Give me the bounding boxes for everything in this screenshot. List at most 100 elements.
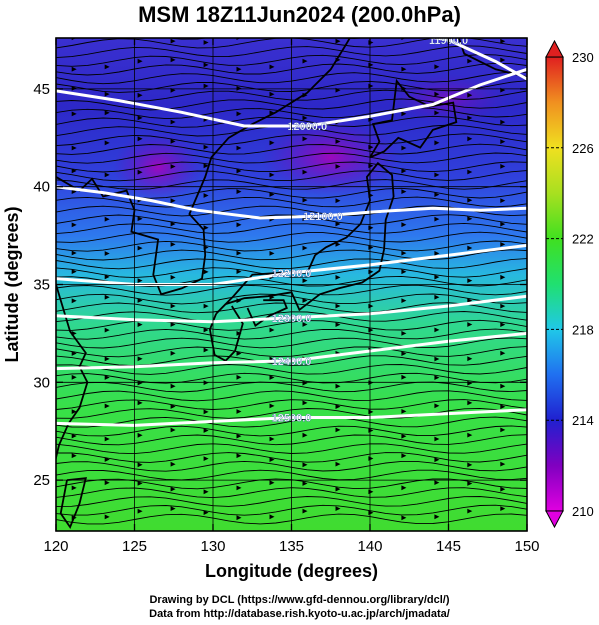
wind-arrow [467, 33, 472, 38]
wind-arrow [71, 485, 77, 491]
wind-arrow [203, 347, 209, 353]
chart-title: MSM 18Z11Jun2024 (200.0hPa) [138, 2, 461, 27]
wind-arrow [236, 515, 242, 521]
x-tick-label: 145 [436, 538, 461, 555]
wind-arrow [467, 508, 473, 514]
colorbar-max-arrow [545, 39, 564, 58]
wind-arrow [170, 38, 176, 44]
wind-arrow [467, 322, 473, 327]
wind-arrow [137, 432, 143, 438]
wind-arrow [401, 250, 407, 256]
wind-arrow [467, 462, 473, 468]
wind-arrow [434, 375, 440, 380]
wind-arrow [170, 275, 176, 280]
x-tick-label: 150 [514, 538, 539, 555]
wind-arrow [335, 38, 341, 44]
wind-arrow [170, 506, 176, 511]
wind-arrow [71, 433, 77, 439]
wind-arrow [401, 515, 407, 521]
wind-arrow [203, 225, 209, 231]
wind-arrow [71, 145, 77, 151]
wind-arrow [467, 92, 473, 98]
x-tick-label: 140 [357, 538, 382, 555]
wind-arrow [434, 216, 440, 222]
wind-arrow [236, 433, 242, 439]
wind-arrow [302, 462, 308, 468]
wind-arrow [236, 485, 242, 491]
wind-arrow [71, 250, 77, 256]
wind-arrow [269, 403, 275, 409]
wind-arrow [467, 278, 473, 283]
wind-arrow [467, 481, 473, 486]
wind-arrow [500, 242, 506, 247]
wind-arrow [500, 274, 506, 280]
wind-arrow [401, 433, 407, 439]
wind-arrow [335, 427, 341, 433]
wind-arrow [236, 453, 242, 459]
wind-arrow [302, 136, 308, 142]
wind-arrow [203, 489, 209, 495]
wind-arrow [170, 57, 176, 63]
wind-arrow [500, 119, 506, 125]
wind-arrow [401, 145, 407, 151]
wind-arrow [270, 31, 275, 36]
wind-arrow [236, 66, 242, 72]
colorbar [545, 56, 564, 512]
wind-arrow [236, 189, 242, 194]
wind-arrow [137, 216, 143, 222]
x-tick-label: 135 [279, 538, 304, 555]
wind-arrow [269, 64, 275, 70]
wind-arrow [335, 461, 341, 467]
colorbar-tick-label: 210 [572, 504, 594, 519]
wind-arrow [203, 428, 209, 433]
y-tick-label: 40 [33, 179, 50, 196]
wind-arrow [236, 222, 242, 228]
wind-arrow [138, 33, 143, 38]
wind-arrow [302, 508, 308, 514]
wind-arrow [137, 400, 143, 406]
wind-arrow [434, 31, 439, 36]
wind-arrow [434, 457, 440, 463]
wind-arrow [203, 303, 209, 309]
wind-arrow [302, 432, 308, 438]
wind-arrow [269, 436, 275, 442]
wind-arrow [203, 163, 209, 169]
wind-arrow [335, 322, 341, 327]
wind-arrow [335, 383, 341, 389]
wind-arrow [137, 462, 143, 468]
wind-arrow [401, 374, 407, 380]
wind-arrow [203, 62, 209, 68]
wind-arrow [137, 278, 143, 283]
wind-arrow [467, 58, 473, 64]
colorbar-tick-label: 226 [572, 141, 594, 156]
wind-arrow [467, 400, 473, 406]
wind-arrow [434, 140, 440, 146]
colorbar-tick-label: 222 [572, 232, 594, 247]
wind-arrow [467, 216, 473, 222]
wind-arrow [467, 245, 473, 251]
wind-arrow [302, 197, 308, 203]
wind-arrow [335, 303, 341, 309]
y-axis-label: Latitude (degrees) [2, 206, 22, 362]
coastline [56, 38, 351, 296]
wind-arrow [269, 514, 275, 520]
wind-arrow [269, 192, 275, 197]
cold-core-west [113, 132, 204, 203]
wind-arrow [71, 453, 77, 459]
wind-arrow [71, 298, 77, 304]
wind-arrow [303, 33, 308, 38]
wind-arrow [434, 110, 440, 116]
wind-arrow [104, 436, 110, 442]
colorbar-labels: 210 214 218 222 226 230 [546, 50, 594, 519]
wind-arrow [71, 66, 77, 72]
wind-arrow [335, 242, 341, 247]
wind-arrow [71, 409, 77, 414]
wind-arrow [71, 374, 77, 380]
wind-arrow [203, 269, 209, 275]
wind-arrow [401, 298, 407, 303]
wind-arrow [170, 383, 176, 389]
wind-arrow [500, 427, 506, 433]
wind-arrow [170, 198, 176, 204]
wind-arrow [302, 278, 308, 283]
wind-arrow [434, 436, 440, 442]
